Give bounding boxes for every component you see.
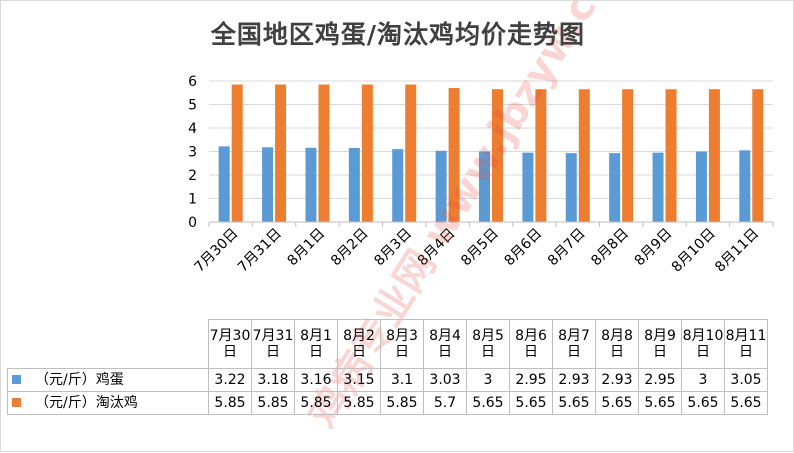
bar-hen-4 — [405, 84, 417, 223]
table-cell: 5.85 — [251, 391, 295, 415]
table-corner — [7, 319, 209, 369]
bar-egg-3 — [348, 147, 360, 222]
y-tick-label: 5 — [188, 98, 197, 114]
table-header-cell: 7月30日 — [208, 319, 252, 369]
table-header-cell: 7月31日 — [251, 319, 295, 369]
table-cell: 5.85 — [337, 391, 381, 415]
table-cell: 5.85 — [380, 391, 424, 415]
y-tick-label: 2 — [188, 168, 197, 184]
bar-egg-4 — [392, 149, 404, 222]
table-row: （元/斤）淘汰鸡 5.85 5.85 5.85 5.85 5.85 5.7 5.65 5.65 5… — [7, 391, 768, 415]
table-cell: 5.65 — [552, 391, 596, 415]
table-cell: 5.65 — [638, 391, 682, 415]
bar-hen-12 — [752, 89, 764, 222]
table-header-cell: 8月11日 — [724, 319, 768, 369]
y-tick-label: 6 — [188, 74, 197, 90]
x-tick-label: 8月9日 — [632, 226, 676, 270]
y-tick-label: 4 — [188, 121, 197, 137]
bar-hen-7 — [535, 89, 547, 222]
table-cell: 2.95 — [638, 368, 682, 392]
bar-egg-0 — [218, 146, 230, 222]
bar-egg-12 — [739, 150, 751, 222]
legend-entry: （元/斤）鸡蛋 — [7, 368, 209, 392]
bar-egg-11 — [695, 151, 707, 222]
table-header-cell: 8月9日 — [638, 319, 682, 369]
table-header-cell: 8月4日 — [423, 319, 467, 369]
x-tick-label: 8月10日 — [669, 226, 719, 276]
bar-hen-8 — [578, 89, 590, 222]
table-cell: 3.05 — [724, 368, 768, 392]
legend-label: （元/斤）鸡蛋 — [35, 372, 124, 388]
table-cell: 5.7 — [423, 391, 467, 415]
y-tick-label: 1 — [188, 192, 197, 208]
bar-egg-5 — [435, 150, 447, 222]
x-tick-label: 8月8日 — [588, 226, 632, 270]
x-tick-label: 8月11日 — [712, 226, 762, 276]
bar-egg-1 — [262, 147, 274, 222]
table-header-row: 7月30日 7月31日 8月1日 8月2日 8月3日 8月4日 8月5日 8月6日 8月7日 8月… — [7, 319, 768, 369]
table-cell: 3.15 — [337, 368, 381, 392]
table-cell: 3 — [681, 368, 725, 392]
table-cell: 5.65 — [509, 391, 553, 415]
x-tick-label: 8月1日 — [285, 226, 329, 270]
table-header-cell: 8月1日 — [294, 319, 338, 369]
bar-egg-6 — [479, 151, 490, 222]
x-tick-label: 7月30日 — [192, 226, 242, 276]
bar-hen-3 — [361, 84, 373, 223]
table-cell: 5.65 — [595, 391, 639, 415]
y-tick-label: 0 — [188, 215, 197, 231]
table-cell: 3.1 — [380, 368, 424, 392]
table-cell: 3.22 — [208, 368, 252, 392]
table-header-cell: 8月8日 — [595, 319, 639, 369]
bar-hen-5 — [448, 88, 460, 222]
table-header-cell: 8月10日 — [681, 319, 725, 369]
table-cell: 3.18 — [251, 368, 295, 392]
legend-swatch — [12, 375, 21, 384]
table-cell: 5.65 — [724, 391, 768, 415]
data-table: 7月30日 7月31日 8月1日 8月2日 8月3日 8月4日 8月5日 8月6日 8月7日 8月… — [7, 319, 768, 415]
table-header-cell: 8月2日 — [337, 319, 381, 369]
legend-entry: （元/斤）淘汰鸡 — [7, 391, 209, 415]
bar-egg-2 — [305, 147, 317, 222]
table-cell: 3 — [466, 368, 510, 392]
table-header-cell: 8月5日 — [466, 319, 510, 369]
x-tick-label: 8月2日 — [328, 226, 372, 270]
legend-swatch — [12, 398, 21, 407]
y-tick-label: 3 — [188, 145, 197, 161]
bar-hen-6 — [492, 89, 503, 222]
bar-hen-0 — [231, 84, 243, 223]
table-cell: 3.03 — [423, 368, 467, 392]
table-cell: 2.93 — [595, 368, 639, 392]
bar-egg-8 — [565, 153, 577, 222]
bar-hen-9 — [622, 89, 634, 222]
table-header-cell: 8月3日 — [380, 319, 424, 369]
bar-hen-2 — [318, 84, 330, 223]
x-tick-label: 8月7日 — [545, 226, 589, 270]
table-row: （元/斤）鸡蛋 3.22 3.18 3.16 3.15 3.1 3.03 3 2.95 2.93 2… — [7, 368, 768, 392]
bar-egg-9 — [609, 153, 621, 222]
bar-egg-7 — [522, 152, 534, 222]
bar-egg-10 — [652, 152, 664, 222]
table-cell: 5.65 — [681, 391, 725, 415]
bar-hen-10 — [665, 89, 677, 222]
x-tick-label: 8月6日 — [501, 226, 545, 270]
chart-title: 全国地区鸡蛋/淘汰鸡均价走势图 — [210, 20, 586, 49]
table-cell: 3.16 — [294, 368, 338, 392]
table-cell: 5.65 — [466, 391, 510, 415]
x-tick-label: 7月31日 — [235, 226, 285, 276]
bar-hen-11 — [708, 89, 720, 222]
table-header-cell: 8月7日 — [552, 319, 596, 369]
table-cell: 2.93 — [552, 368, 596, 392]
legend-label: （元/斤）淘汰鸡 — [35, 395, 138, 411]
table-cell: 5.85 — [294, 391, 338, 415]
table-header-cell: 8月6日 — [509, 319, 553, 369]
table-cell: 5.85 — [208, 391, 252, 415]
bar-hen-1 — [275, 84, 287, 223]
table-cell: 2.95 — [509, 368, 553, 392]
